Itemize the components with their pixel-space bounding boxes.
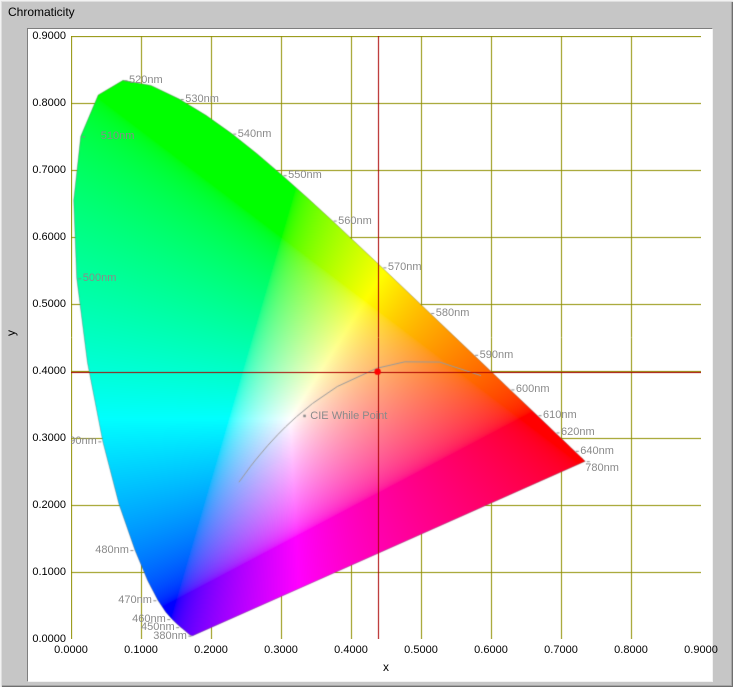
plot-panel: 380nm450nm460nm470nm480nm490nm500nm510nm… [27, 28, 713, 682]
chromaticity-window: Chromaticity y 380nm450nm460nm470nm480nm… [0, 0, 733, 687]
y-tick-label-0.1000: 0.1000 [28, 566, 66, 579]
y-axis-title: y [4, 321, 18, 345]
x-tick-label-0.8000: 0.8000 [601, 644, 661, 657]
x-tick-label-0.7000: 0.7000 [531, 644, 591, 657]
y-tick-label-0.2000: 0.2000 [28, 499, 66, 512]
x-axis-title: x [356, 660, 416, 674]
y-tick-label-0.5000: 0.5000 [28, 298, 66, 311]
x-tick-label-0.9000: 0.9000 [671, 644, 731, 657]
y-tick-label-0.7000: 0.7000 [28, 164, 66, 177]
x-tick-label-0.6000: 0.6000 [461, 644, 521, 657]
x-tick-label-0.0000: 0.0000 [41, 644, 101, 657]
page-title: Chromaticity [8, 5, 75, 19]
chromaticity-plot-canvas[interactable] [71, 36, 701, 639]
x-tick-label-0.2000: 0.2000 [181, 644, 241, 657]
y-tick-label-0.4000: 0.4000 [28, 365, 66, 378]
y-tick-label-0.9000: 0.9000 [28, 30, 66, 43]
x-tick-label-0.5000: 0.5000 [391, 644, 451, 657]
x-tick-label-0.1000: 0.1000 [111, 644, 171, 657]
y-tick-label-0.6000: 0.6000 [28, 231, 66, 244]
x-tick-label-0.3000: 0.3000 [251, 644, 311, 657]
x-tick-label-0.4000: 0.4000 [321, 644, 381, 657]
y-tick-label-0.0000: 0.0000 [28, 633, 66, 646]
y-tick-label-0.8000: 0.8000 [28, 97, 66, 110]
y-tick-label-0.3000: 0.3000 [28, 432, 66, 445]
